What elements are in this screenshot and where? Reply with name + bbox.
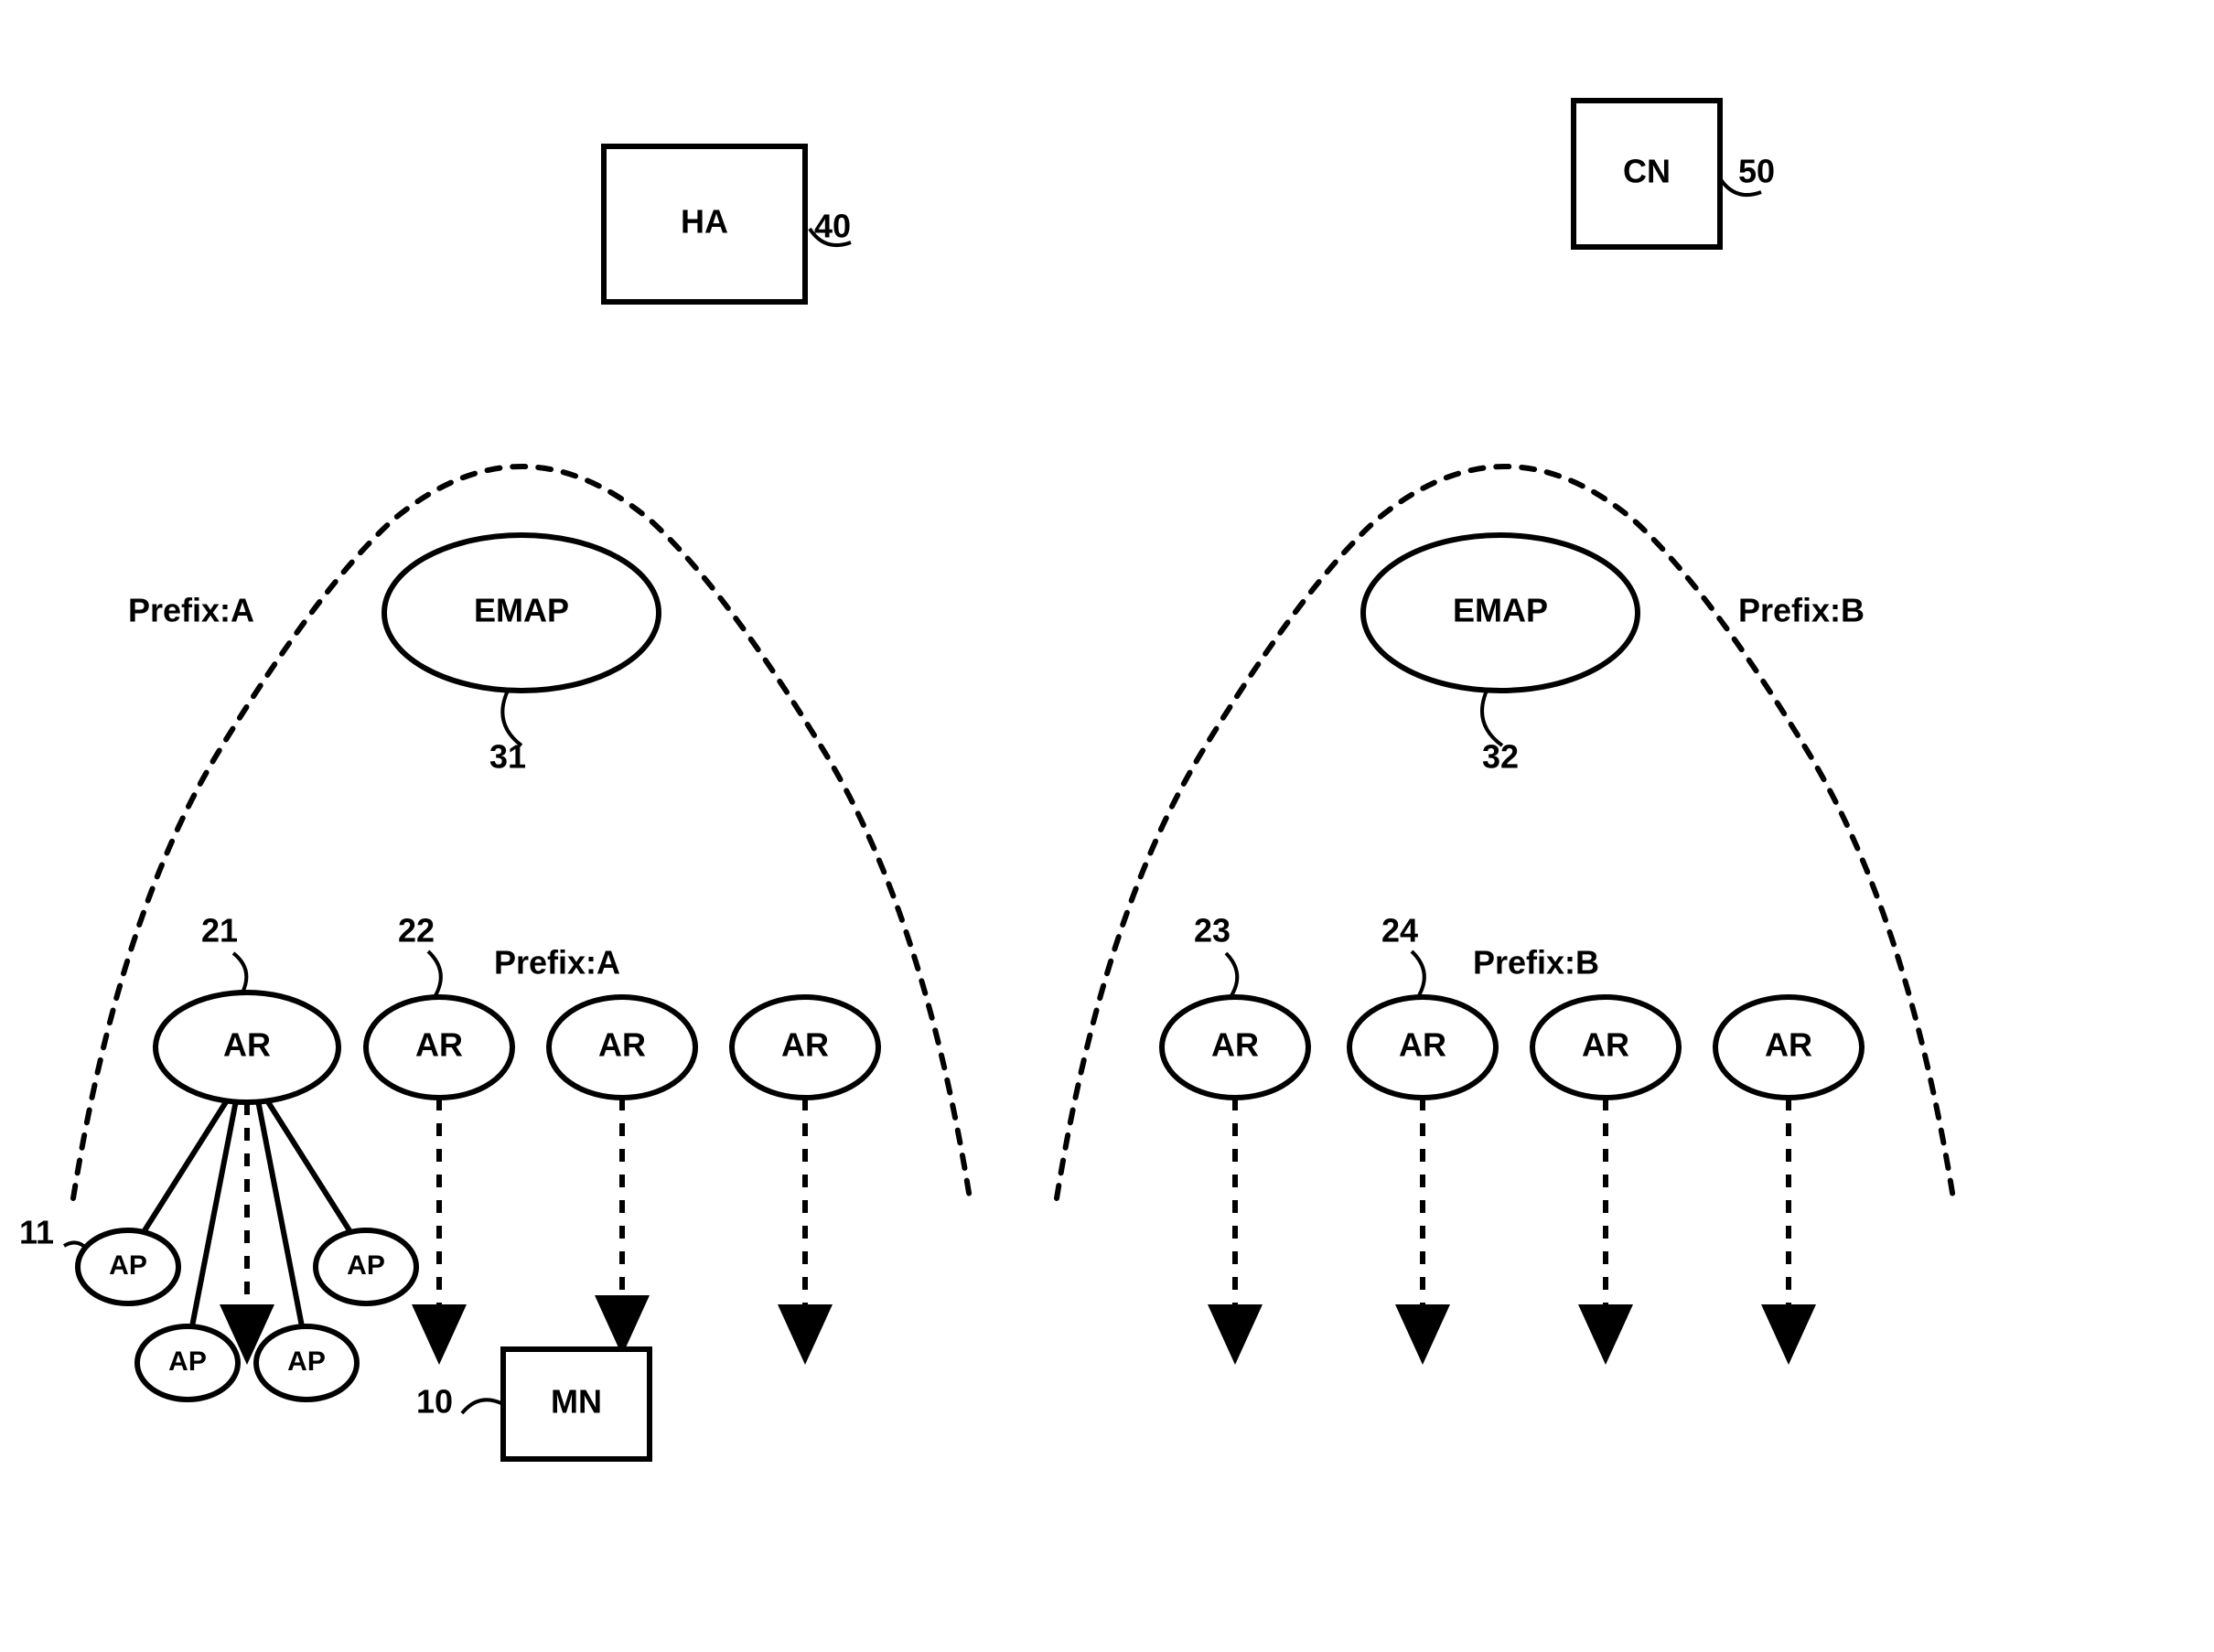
svg-text:22: 22 — [398, 912, 435, 949]
node-shapes — [78, 101, 1862, 1459]
svg-text:AP: AP — [168, 1346, 207, 1377]
svg-text:AR: AR — [415, 1026, 463, 1064]
svg-text:40: 40 — [814, 208, 851, 245]
svg-text:10: 10 — [416, 1383, 453, 1421]
svg-text:AR: AR — [598, 1026, 646, 1064]
network-diagram: HA 40 CN 50 EMAP 31 EMAP 32 AR 21 AR 22 AR AR AR 23 AR 24… — [0, 0, 2214, 1652]
svg-text:32: 32 — [1482, 738, 1519, 776]
svg-text:AP: AP — [347, 1250, 385, 1281]
dashed-arches — [73, 467, 1953, 1198]
svg-text:Prefix:B: Prefix:B — [1473, 944, 1599, 982]
svg-text:AR: AR — [1211, 1026, 1259, 1064]
svg-text:AP: AP — [287, 1346, 326, 1377]
dashed-arrows — [247, 1098, 1789, 1354]
svg-text:EMAP: EMAP — [1453, 592, 1548, 629]
svg-text:CN: CN — [1623, 153, 1671, 190]
svg-text:50: 50 — [1738, 153, 1775, 190]
svg-text:AR: AR — [1399, 1026, 1446, 1064]
svg-text:Prefix:A: Prefix:A — [494, 944, 620, 982]
svg-text:AR: AR — [223, 1026, 271, 1064]
node-labels: HA 40 CN 50 EMAP 31 EMAP 32 AR 21 AR 22 AR AR AR 23 AR 24… — [19, 153, 1865, 1421]
svg-text:AR: AR — [781, 1026, 829, 1064]
svg-text:AP: AP — [109, 1250, 147, 1281]
svg-text:MN: MN — [551, 1383, 602, 1421]
svg-text:AR: AR — [1582, 1026, 1629, 1064]
svg-text:23: 23 — [1194, 912, 1231, 949]
svg-text:Prefix:A: Prefix:A — [128, 592, 254, 629]
svg-text:AR: AR — [1765, 1026, 1812, 1064]
svg-text:EMAP: EMAP — [474, 592, 569, 629]
svg-text:31: 31 — [489, 738, 526, 776]
svg-text:HA: HA — [681, 203, 728, 241]
svg-text:24: 24 — [1381, 912, 1418, 949]
reference-leaders — [64, 178, 1761, 1413]
svg-text:Prefix:B: Prefix:B — [1738, 592, 1865, 629]
svg-text:21: 21 — [201, 912, 238, 949]
svg-text:11: 11 — [19, 1214, 54, 1251]
